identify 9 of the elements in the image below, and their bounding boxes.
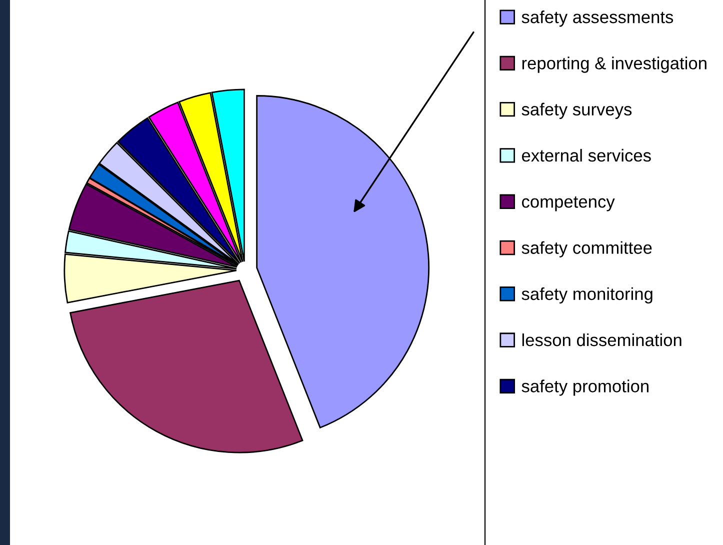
legend-label: safety surveys <box>522 102 632 119</box>
legend-label: competency <box>522 196 615 212</box>
legend-label: safety promotion <box>522 380 648 396</box>
legend-label: reporting & investigation <box>522 56 706 73</box>
legend-label: safety monitoring <box>522 287 652 304</box>
legend-label: safety assessments <box>522 10 674 27</box>
legend-label: external services <box>522 148 651 162</box>
legend-label: safety committee <box>522 241 652 258</box>
legend-label: lesson dissemination <box>522 333 682 346</box>
